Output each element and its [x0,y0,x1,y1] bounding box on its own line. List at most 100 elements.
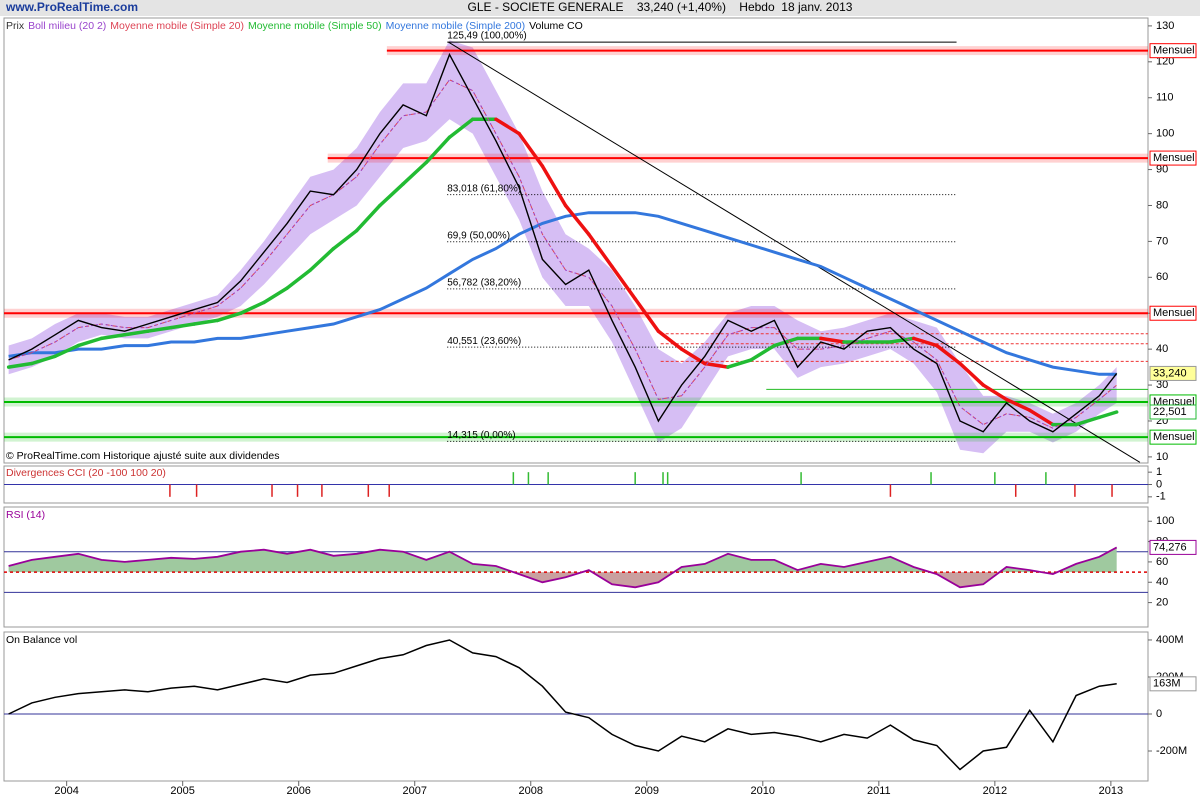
x-tick-label: 2009 [635,785,659,797]
rsi-fill-below [8,572,1117,588]
x-tick-label: 2005 [170,785,194,797]
y-tick-label: -200M [1156,745,1187,757]
y-tick-label: 400M [1156,634,1184,646]
ma50-segment [53,343,81,359]
ma50-segment [6,361,34,369]
ma50-segment [447,117,475,139]
x-tick-label: 2013 [1099,785,1123,797]
ma50-segment [819,336,846,344]
panel-content [4,40,1148,463]
divergence-mark [367,484,370,497]
y-tick-label: 40 [1156,343,1168,355]
ma200-line [8,211,1117,376]
divergence-mark [512,472,515,485]
x-tick-label: 2004 [54,785,78,797]
value-label-box [1149,365,1197,381]
value-label: 163M [1153,678,1181,690]
legend-entry: Boll milieu (20 2) [28,20,106,32]
value-label: 22,501 [1153,406,1187,418]
y-tick-label: 10 [1156,451,1168,463]
legend-entry: Moyenne mobile (Simple 200) [386,20,525,32]
ma50-segment [772,336,800,348]
ma50-segment [703,361,730,369]
divergence-mark [296,484,299,497]
ma50-segment [76,336,104,348]
ma50-segment [192,318,220,326]
y-tick-label: 1 [1156,466,1162,478]
divergence-mark [1074,484,1076,497]
y-tick-label: 70 [1156,235,1168,247]
y-tick-label: 20 [1156,596,1168,608]
y-tick-label: 100 [1156,515,1174,527]
ma50-segment [262,286,289,305]
divergence-mark [1014,484,1017,497]
divergence-mark [889,484,892,497]
divergence-mark [634,472,636,485]
ma50-segment [1004,397,1032,412]
divergence-mark [547,472,549,485]
y-tick-label: 90 [1156,163,1168,175]
ma50-segment [285,268,313,290]
level-label-box [1149,429,1197,445]
x-tick-label: 2008 [519,785,543,797]
panel-title: RSI (14) [6,509,45,521]
x-tick-label: 2010 [751,785,775,797]
ma50-segment [354,203,382,233]
y-tick-label: 80 [1156,199,1168,211]
x-tick-label: 2007 [402,785,426,797]
panel-title: Divergences CCI (20 -100 100 20) [6,467,166,479]
ma50-segment [749,343,777,362]
trendline [448,41,1141,463]
obv-line [8,639,1117,771]
y-tick-label: 60 [1156,271,1168,283]
boll-middle-line [8,79,1118,429]
ma50-segment [1097,410,1119,420]
value-label: 74,276 [1153,541,1187,553]
y-tick-label: 0 [1156,708,1162,720]
y-tick-label: 0 [1156,478,1162,490]
divergence-mark [930,472,932,485]
bollinger-band [8,40,1117,454]
panel-frame [3,631,1149,782]
divergence-mark [994,472,996,485]
level-label: Mensuel [1153,431,1195,443]
ma50-segment [424,135,452,165]
legend-entry: Moyenne mobile (Simple 50) [248,20,382,32]
legend-entry: Moyenne mobile (Simple 20) [110,20,244,32]
ma50-segment [1074,415,1102,427]
x-tick-label: 2011 [867,785,891,797]
ma50-segment [540,164,568,208]
ma50-segment [494,117,521,136]
panel-content [4,472,1148,497]
divergence-mark [800,472,802,485]
header-bar [0,0,1200,16]
y-tick-label: 100 [1156,128,1174,140]
value-label-box [1149,539,1197,555]
divergence-mark [195,484,198,497]
level-label: Mensuel [1153,307,1195,319]
fib-label: 40,551 (23,60%) [447,336,521,347]
panel-content [4,639,1148,771]
value-label: 33,240 [1153,367,1187,379]
x-tick-label: 2012 [983,785,1007,797]
ma50-segment [517,131,545,168]
chart-note: © ProRealTime.com Historique ajusté suit… [6,450,279,462]
fib-label: 69,9 (50,00%) [447,230,510,241]
fib-label: 83,018 (61,80%) [447,183,521,194]
ma50-segment [331,228,359,251]
divergence-mark [321,484,323,497]
divergence-mark [666,472,669,485]
y-tick-label: 110 [1156,92,1174,104]
ma50-segment [215,311,243,323]
ma50-segment [656,329,684,351]
y-tick-label: 30 [1156,379,1168,391]
site-name: www.ProRealTime.com [5,0,138,14]
ma50-segment [911,336,939,348]
ma50-segment [888,336,916,344]
divergence-mark [1111,484,1113,497]
rsi-line [8,546,1118,589]
ma50-segment [935,343,962,366]
fib-label: 56,782 (38,20%) [447,278,521,289]
divergence-mark [1045,472,1047,485]
